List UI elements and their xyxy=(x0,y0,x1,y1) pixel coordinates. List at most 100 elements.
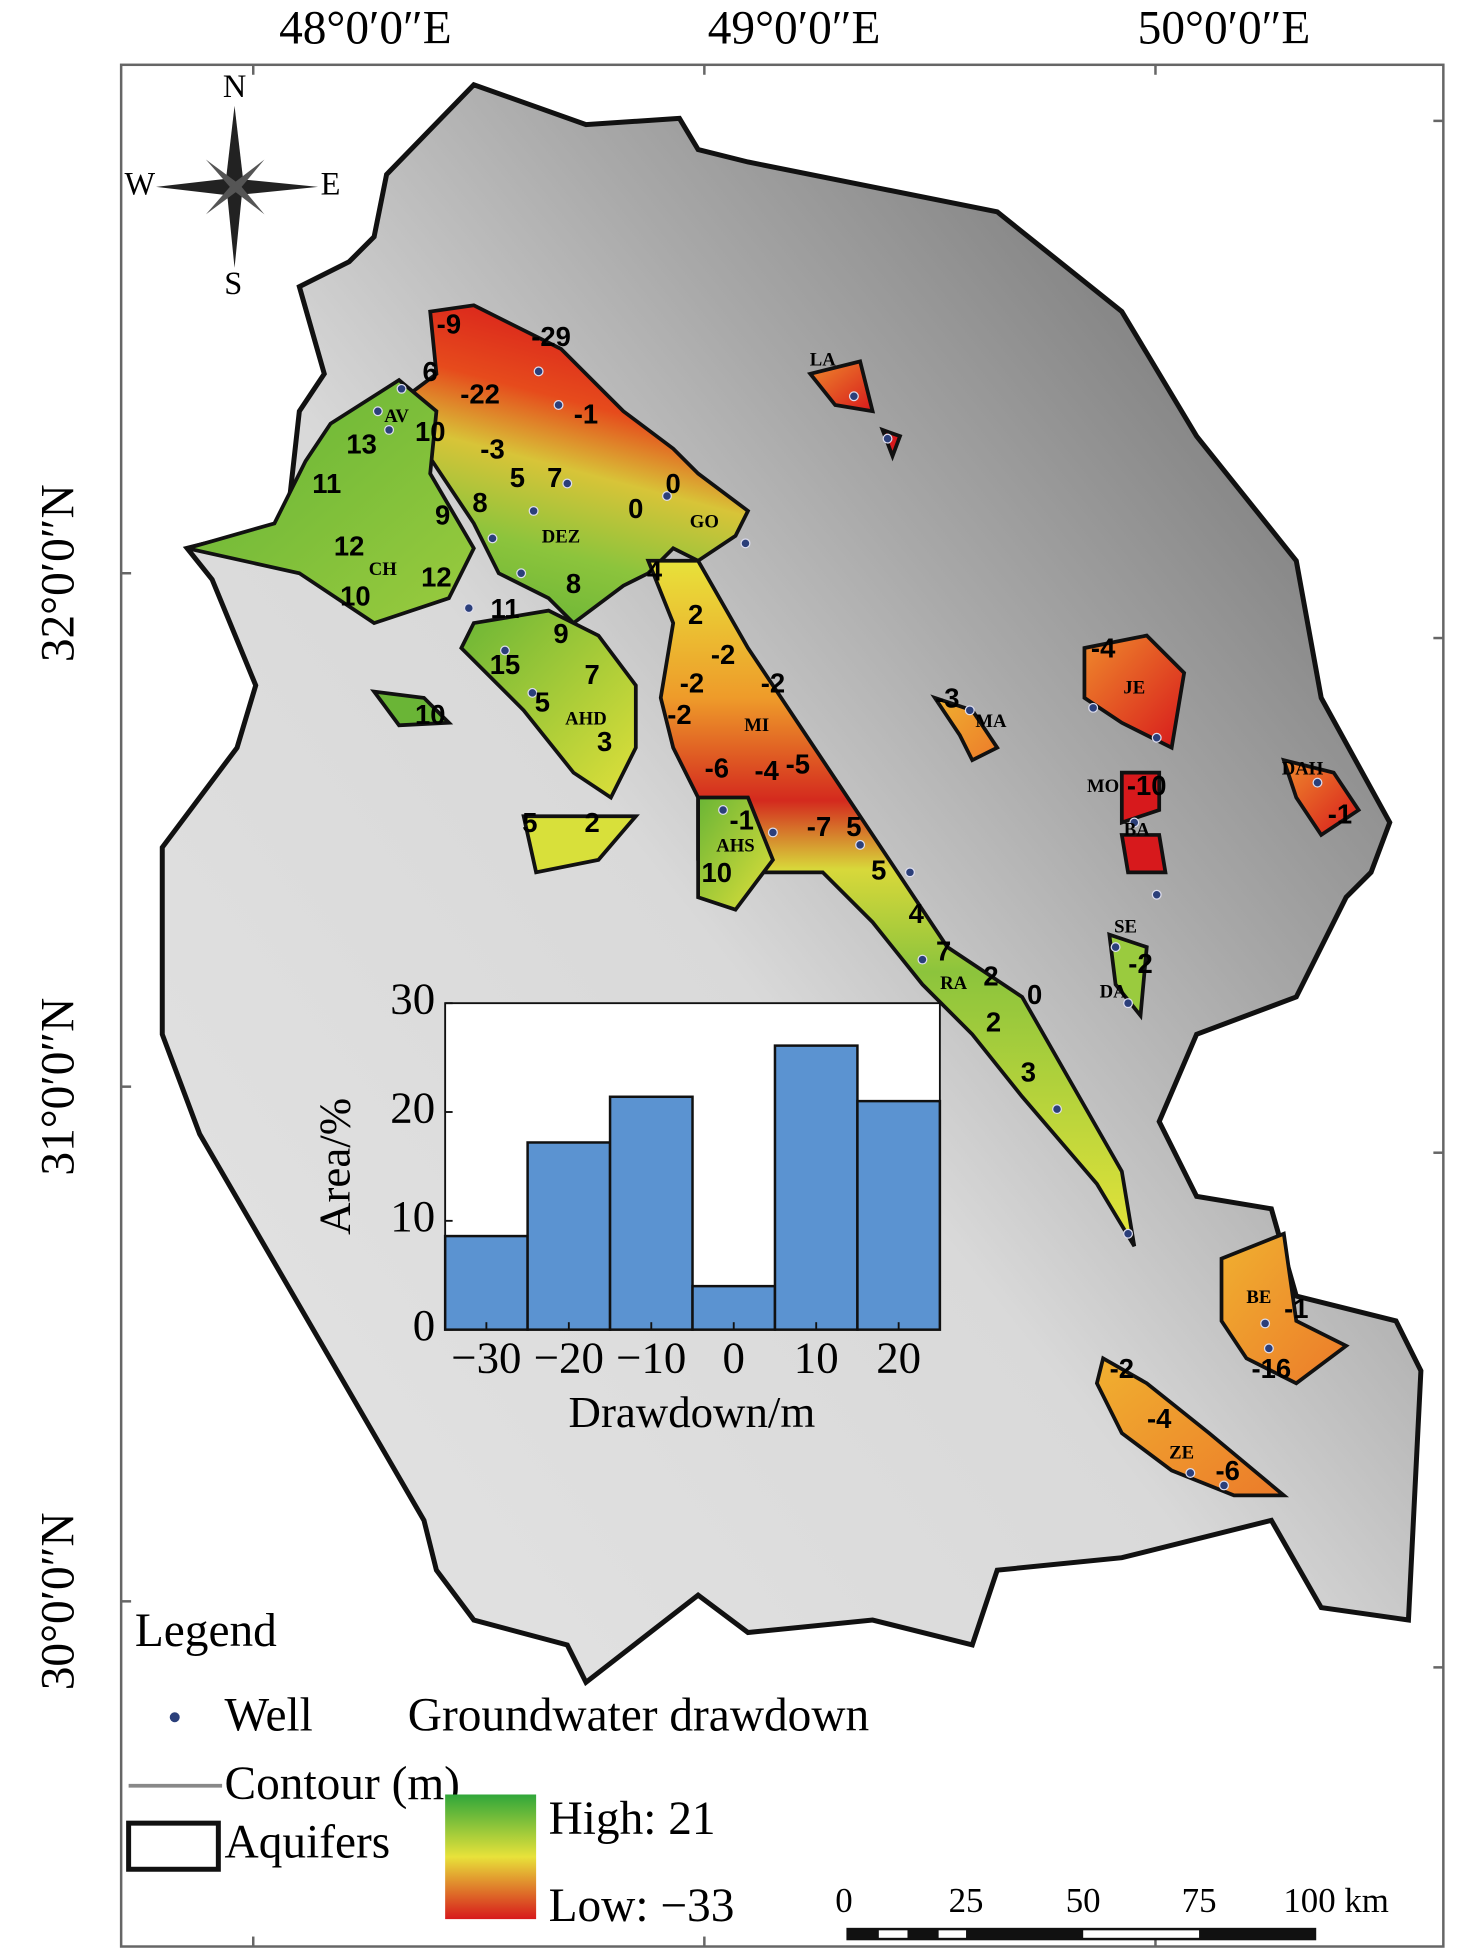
aquifer-label: DAH xyxy=(1282,758,1324,779)
legend-aquifers: Aquifers xyxy=(225,1817,391,1869)
contour-label: -6 xyxy=(1216,1455,1240,1486)
contour-label: 2 xyxy=(688,599,703,630)
contour-label: 12 xyxy=(421,562,451,593)
well xyxy=(1263,1343,1274,1354)
contour-label: 5 xyxy=(871,855,886,886)
contour-label: 10 xyxy=(702,857,732,888)
contour-label: 13 xyxy=(346,428,376,459)
contour-label: -1 xyxy=(574,398,598,429)
legend-drawdown: Groundwater drawdown xyxy=(408,1690,869,1742)
scale-label: 50 xyxy=(1066,1881,1101,1920)
contour-label: 11 xyxy=(490,593,519,624)
compass-n: N xyxy=(223,69,246,105)
aquifer-label: AHD xyxy=(565,709,607,730)
contour-label: 2 xyxy=(986,1007,1001,1038)
aquifer-label: LA xyxy=(810,350,836,371)
well xyxy=(661,490,672,501)
lon-label: 49°0′0″E xyxy=(708,2,881,54)
contour-label: 15 xyxy=(490,649,520,680)
contour-label: 4 xyxy=(909,898,925,929)
aquifer-label: RA xyxy=(940,973,967,994)
lat-label: 32°0′0″N xyxy=(32,484,84,662)
well xyxy=(463,603,474,614)
aquifer xyxy=(696,795,776,912)
contour-label: 12 xyxy=(334,531,364,562)
scale-label: 0 xyxy=(835,1881,852,1920)
contour-label: 0 xyxy=(666,468,681,499)
x-axis-label: Drawdown/m xyxy=(569,1387,816,1437)
well xyxy=(964,705,975,716)
scale-bar: 0 25 50 75 100 km xyxy=(835,1881,1389,1941)
aquifer-label: GO xyxy=(690,512,719,533)
aquifer xyxy=(186,377,476,626)
contour-label: -9 xyxy=(437,309,461,340)
well xyxy=(1123,1228,1134,1239)
legend-well: Well xyxy=(225,1690,313,1742)
plot-border xyxy=(444,1002,941,1331)
well xyxy=(904,867,915,878)
contour-label: 7 xyxy=(585,659,600,690)
wells xyxy=(372,366,1323,1491)
aquifer-label: CH xyxy=(369,559,397,580)
compass-e: E xyxy=(321,166,341,202)
contour-label: 9 xyxy=(553,618,568,649)
legend-contour: Contour (m) xyxy=(225,1758,460,1810)
aquifer-label: MO xyxy=(1087,776,1119,797)
contour-label: -2 xyxy=(667,699,691,730)
legend-low: Low: −33 xyxy=(549,1880,735,1932)
well xyxy=(882,433,893,444)
x-tick-label: −20 xyxy=(534,1332,604,1382)
contour-label: -2 xyxy=(761,668,785,699)
aquifer xyxy=(521,814,640,875)
aquifer xyxy=(1119,770,1162,826)
map-labels: AV DEZ CH AHD GO MI AHS RA LA MA JE MO BA DAH SE DA BE ZE… xyxy=(312,309,1352,1486)
lat-label: 31°0′0″N xyxy=(32,998,84,1176)
aquifer-label: BA xyxy=(1124,819,1150,840)
contour-label: 5 xyxy=(846,811,861,842)
contour-label: 0 xyxy=(628,493,643,524)
contour-label: -1 xyxy=(730,805,754,836)
contour-label: 2 xyxy=(983,960,998,991)
contour-label: -3 xyxy=(935,683,959,714)
contour-label: -7 xyxy=(807,811,831,842)
aquifer-label: DA xyxy=(1100,981,1127,1002)
contour-label: 0 xyxy=(1027,979,1042,1010)
contour-label: -29 xyxy=(531,321,571,352)
contour-label: 10 xyxy=(415,416,445,447)
contour-label: 5 xyxy=(535,686,550,717)
well xyxy=(384,424,395,435)
lon-label: 48°0′0″E xyxy=(279,2,452,54)
well xyxy=(396,383,407,394)
well xyxy=(553,400,564,410)
well xyxy=(1260,1318,1271,1329)
contour-label: 8 xyxy=(566,568,581,599)
contour-label: -10 xyxy=(1127,770,1167,801)
well xyxy=(1123,998,1134,1009)
well xyxy=(499,645,510,656)
aquifer xyxy=(370,689,454,728)
inset-histogram: Drawdown/m Area/% 0 10 20 30 −30 −20 −10 0 10 20 xyxy=(310,973,942,1437)
well xyxy=(533,366,544,377)
legend-title: Legend xyxy=(135,1605,277,1657)
well xyxy=(767,827,778,838)
contour-label: -4 xyxy=(754,755,779,786)
well xyxy=(1088,702,1099,713)
aquifer-label: MA xyxy=(975,711,1007,732)
aquifer-label: AV xyxy=(384,406,409,427)
x-tick-label: 10 xyxy=(794,1332,839,1382)
contour-label: 3 xyxy=(1021,1056,1036,1087)
contour-label: 5 xyxy=(522,807,537,838)
scale-label: 75 xyxy=(1182,1881,1217,1920)
well xyxy=(528,505,539,516)
contour-label: -22 xyxy=(460,379,500,410)
contour-label: 10 xyxy=(415,699,445,730)
bar xyxy=(526,1141,612,1331)
aquifer xyxy=(1280,757,1362,838)
contour-label: -6 xyxy=(705,752,729,783)
contour-label: 2 xyxy=(585,807,600,838)
aquifer-label: JE xyxy=(1123,677,1145,698)
well xyxy=(1151,732,1162,743)
contour-label: 9 xyxy=(435,499,450,530)
contour-label: -16 xyxy=(1252,1353,1292,1384)
